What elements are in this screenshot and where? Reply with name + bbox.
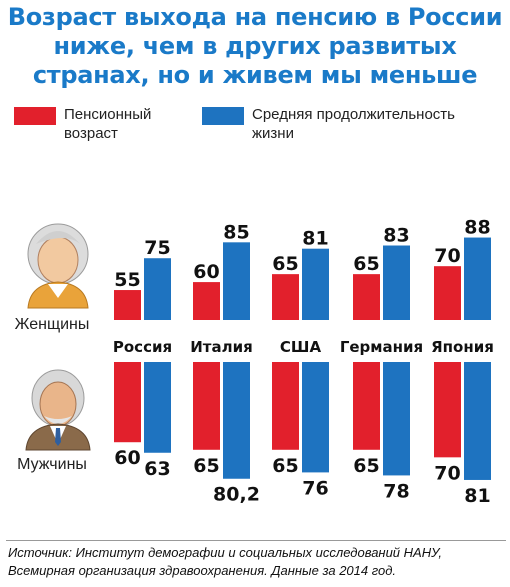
group-label-men: Мужчины: [17, 456, 87, 473]
elderly-man-icon: [25, 369, 91, 451]
category-label: Япония: [431, 338, 494, 356]
source-divider: [6, 540, 506, 541]
category-label: Италия: [190, 338, 253, 356]
value-label-men-pension: 65: [272, 455, 298, 477]
value-label-women-pension: 65: [353, 253, 379, 275]
value-label-men-pension: 65: [193, 455, 219, 477]
value-label-women-pension: 65: [272, 253, 298, 275]
bar-men-pension: [353, 362, 380, 450]
group-label-women: Женщины: [15, 316, 90, 333]
value-label-men-pension: 70: [434, 462, 460, 484]
legend: Пенсионный возраст Средняя продолжительн…: [0, 103, 510, 143]
bar-women-pension: [353, 274, 380, 320]
bar-men-life: [144, 362, 171, 453]
value-label-men-life: 81: [464, 485, 490, 507]
bar-men-pension: [114, 362, 141, 443]
bar-men-pension: [434, 362, 461, 458]
chart-title: Возраст выхода на пенсию в России ниже, …: [7, 3, 503, 89]
elderly-woman-icon: [27, 223, 89, 309]
source-note: Источник: Институт демографии и социальн…: [8, 545, 443, 578]
bar-men-pension: [272, 362, 299, 450]
bar-women-life: [302, 248, 329, 320]
bar-men-life: [223, 362, 250, 479]
value-label-women-life: 85: [223, 221, 249, 243]
bar-men-pension: [193, 362, 220, 450]
value-label-women-life: 75: [144, 237, 170, 259]
bar-women-pension: [272, 274, 299, 320]
value-label-women-pension: 70: [434, 245, 460, 267]
value-label-men-pension: 60: [114, 447, 140, 469]
bar-men-life: [464, 362, 491, 480]
category-label: США: [280, 338, 322, 356]
bar-women-life: [223, 242, 250, 320]
bar-men-life: [302, 362, 329, 473]
value-label-men-pension: 65: [353, 455, 379, 477]
value-label-men-life: 76: [302, 477, 328, 499]
value-label-women-life: 83: [383, 225, 409, 247]
bar-women-life: [383, 245, 410, 320]
legend-swatch-life: [202, 107, 244, 125]
bar-men-life: [383, 362, 410, 476]
value-label-women-pension: 55: [114, 269, 140, 291]
legend-label-life: Средняя продолжительность жизни: [252, 106, 455, 142]
legend-label-pension: Пенсионный возраст: [64, 106, 152, 142]
bar-women-life: [144, 258, 171, 320]
category-label: Россия: [113, 338, 172, 356]
value-label-women-life: 81: [302, 228, 328, 250]
bar-women-pension: [114, 290, 141, 320]
bar-women-pension: [434, 266, 461, 320]
legend-swatch-pension: [14, 107, 56, 125]
value-label-men-life: 63: [144, 458, 170, 480]
value-label-men-life: 80,2: [213, 484, 260, 506]
value-label-women-pension: 60: [193, 261, 219, 283]
bar-women-life: [464, 237, 491, 320]
value-label-men-life: 78: [383, 480, 409, 502]
category-label: Германия: [340, 338, 423, 356]
value-label-women-life: 88: [464, 217, 490, 239]
bar-women-pension: [193, 282, 220, 320]
